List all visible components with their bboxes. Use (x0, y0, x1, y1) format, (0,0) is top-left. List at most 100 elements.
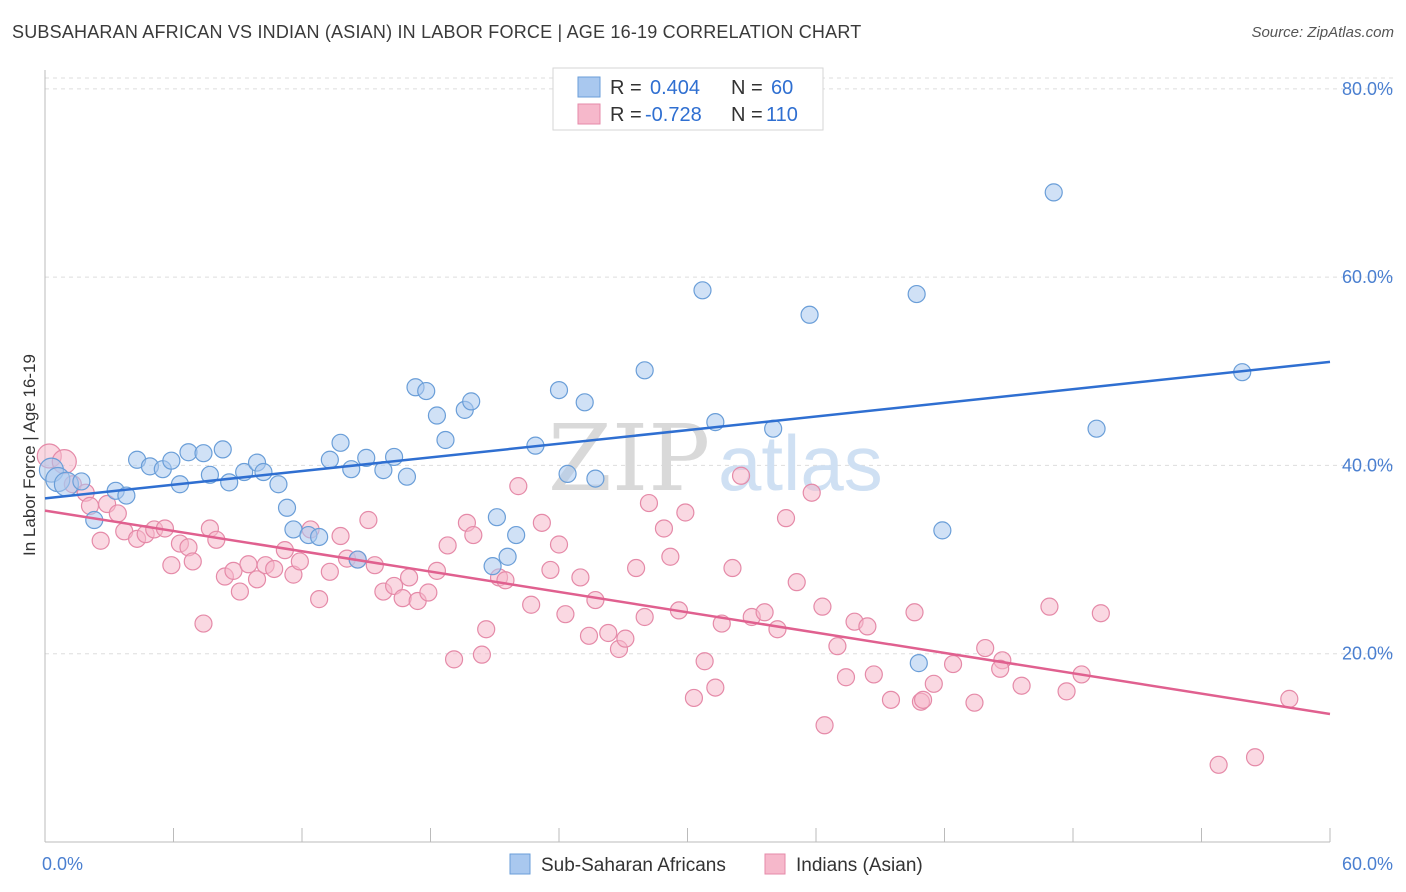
point-indian (731, 466, 751, 485)
point-indian (571, 568, 590, 587)
point-indian (162, 556, 181, 575)
point-indian (239, 555, 258, 574)
point-indian (1091, 604, 1110, 623)
point-indian (864, 665, 883, 684)
point-indian (616, 629, 635, 648)
point-subsaharan (800, 305, 819, 324)
point-indian (472, 645, 491, 664)
legend-box: R = 0.404 N = 60 R = -0.728 N = 110 (552, 67, 824, 131)
point-indian (477, 620, 496, 639)
point-subsaharan (269, 475, 288, 494)
point-subsaharan (310, 527, 329, 547)
point-indian (509, 477, 528, 496)
point-indian (881, 690, 901, 709)
point-indian (290, 552, 309, 571)
point-indian (635, 607, 654, 627)
point-subsaharan (462, 392, 481, 411)
point-indian (438, 536, 457, 555)
x-tick-label-min: 0.0% (42, 854, 83, 874)
series-subsaharan-points (38, 183, 1252, 673)
y-tick-label: 40.0% (1342, 455, 1393, 475)
point-subsaharan (487, 508, 506, 527)
bottom-legend-label-blue: Sub-Saharan Africans (541, 855, 726, 876)
point-indian (943, 654, 963, 674)
point-indian (586, 590, 605, 610)
point-indian (579, 626, 599, 645)
point-subsaharan (507, 525, 526, 545)
point-indian (661, 547, 680, 566)
point-indian (654, 519, 674, 538)
point-indian (183, 552, 202, 571)
point-subsaharan (693, 281, 712, 300)
legend-n-label-pink: N = (731, 104, 763, 126)
watermark-atlas: atlas (718, 419, 883, 507)
point-subsaharan (635, 361, 654, 380)
point-indian (828, 637, 847, 656)
legend-n-label-blue: N = (731, 77, 763, 99)
point-indian (331, 526, 350, 546)
point-indian (913, 690, 933, 709)
point-indian (265, 559, 284, 579)
y-tick-label: 20.0% (1342, 644, 1393, 664)
point-indian (684, 688, 704, 708)
point-indian (1209, 755, 1228, 774)
point-indian (359, 510, 378, 530)
y-axis-label: In Labor Force | Age 16-19 (20, 354, 39, 556)
point-indian (108, 504, 127, 523)
point-indian (1245, 748, 1265, 767)
point-subsaharan (436, 430, 455, 450)
point-indian (496, 571, 515, 590)
point-subsaharan (220, 473, 239, 492)
point-subsaharan (1087, 419, 1106, 438)
legend-r-value-blue: 0.404 (650, 77, 700, 99)
point-subsaharan (320, 450, 339, 469)
point-subsaharan (575, 393, 594, 412)
point-indian (787, 573, 806, 592)
y-tick-labels: 20.0% 40.0% 60.0% 80.0% (1342, 79, 1393, 664)
point-subsaharan (417, 381, 436, 401)
point-indian (695, 652, 714, 671)
point-indian (224, 561, 243, 580)
point-subsaharan (213, 440, 232, 459)
point-indian (393, 589, 412, 608)
point-indian (599, 623, 618, 643)
point-indian (194, 614, 213, 633)
point-indian (639, 493, 659, 513)
point-indian (549, 535, 569, 554)
bottom-legend-swatch-blue (509, 853, 531, 875)
point-indian (755, 603, 774, 622)
point-subsaharan (483, 557, 502, 576)
point-indian (532, 513, 551, 532)
point-subsaharan (498, 547, 517, 566)
point-indian (365, 556, 384, 575)
legend-n-value-pink: 110 (766, 104, 798, 126)
point-subsaharan (331, 433, 350, 452)
point-indian (924, 674, 943, 693)
point-indian (310, 590, 329, 609)
point-subsaharan (558, 464, 577, 483)
point-subsaharan (72, 472, 91, 491)
bottom-legend-label-pink: Indians (Asian) (796, 855, 923, 876)
point-subsaharan (357, 448, 376, 467)
point-indian (556, 605, 575, 624)
point-indian (419, 583, 438, 602)
point-indian (836, 668, 856, 687)
legend-swatch-pink (577, 103, 601, 125)
legend-r-label-blue: R = (610, 77, 642, 99)
point-indian (1012, 676, 1031, 695)
point-indian (91, 531, 110, 550)
trend-line-subsaharan (44, 360, 1331, 500)
point-subsaharan (427, 406, 447, 425)
source-label: Source: ZipAtlas.com (1251, 24, 1394, 41)
point-subsaharan (397, 467, 417, 486)
point-subsaharan (549, 380, 569, 400)
point-indian (541, 560, 560, 580)
legend-r-label-pink: R = (610, 104, 642, 126)
point-indian (1040, 597, 1059, 616)
point-subsaharan (586, 469, 605, 488)
point-indian (444, 650, 464, 669)
point-subsaharan (933, 521, 952, 540)
point-indian (230, 582, 249, 601)
point-indian (522, 595, 541, 614)
